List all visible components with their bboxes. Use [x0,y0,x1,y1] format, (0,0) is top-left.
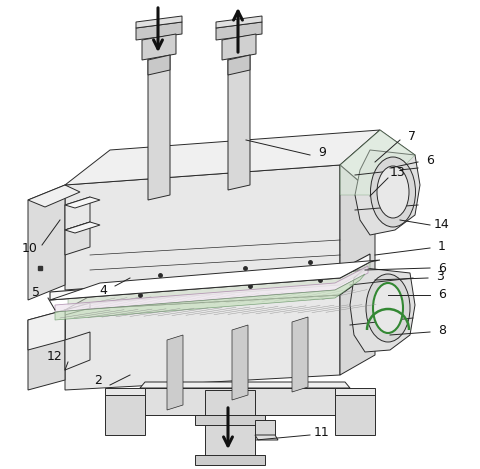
Text: 14: 14 [434,219,450,232]
Text: 5: 5 [32,287,40,300]
Polygon shape [50,254,370,300]
Text: 3: 3 [436,270,444,282]
Polygon shape [148,55,170,75]
Polygon shape [228,25,250,190]
Polygon shape [65,222,90,255]
Polygon shape [55,266,368,312]
Polygon shape [65,165,340,290]
Polygon shape [140,382,350,388]
Polygon shape [340,165,375,270]
Polygon shape [340,130,415,195]
Text: 1: 1 [438,240,446,252]
Polygon shape [136,22,182,40]
Polygon shape [335,388,375,395]
Ellipse shape [366,274,410,342]
Polygon shape [167,335,183,410]
Polygon shape [355,150,420,235]
Polygon shape [205,390,255,460]
Polygon shape [232,325,248,400]
Polygon shape [65,295,340,390]
Text: 12: 12 [47,350,63,363]
Ellipse shape [377,166,409,218]
Text: 7: 7 [408,129,416,143]
Text: 10: 10 [22,242,38,255]
Polygon shape [255,420,275,435]
Text: 4: 4 [99,283,107,296]
Text: 8: 8 [438,324,446,336]
Polygon shape [195,455,265,465]
Polygon shape [216,16,262,28]
Text: 6: 6 [438,288,446,302]
Polygon shape [28,310,65,350]
Polygon shape [335,395,375,435]
Polygon shape [228,55,250,75]
Polygon shape [105,395,145,435]
Polygon shape [195,415,265,425]
Text: 9: 9 [318,145,326,159]
Text: 6: 6 [426,153,434,166]
Polygon shape [340,270,375,375]
Polygon shape [148,25,170,200]
Polygon shape [28,185,65,300]
Polygon shape [65,332,90,370]
Ellipse shape [371,157,416,227]
Text: 6: 6 [438,262,446,274]
Polygon shape [216,22,262,40]
Polygon shape [142,34,176,60]
Polygon shape [65,197,90,230]
Polygon shape [65,303,90,315]
Polygon shape [136,16,182,28]
Polygon shape [340,130,415,195]
Polygon shape [65,222,100,233]
Text: 11: 11 [314,425,330,439]
Polygon shape [65,270,375,310]
Polygon shape [105,388,145,395]
Polygon shape [65,197,100,208]
Polygon shape [28,310,65,390]
Ellipse shape [373,283,403,333]
Polygon shape [28,185,80,207]
Text: 13: 13 [390,166,406,179]
Text: 2: 2 [94,373,102,386]
Polygon shape [255,435,278,440]
Polygon shape [55,274,365,320]
Polygon shape [140,388,350,415]
Polygon shape [292,317,308,392]
Polygon shape [222,34,256,60]
Polygon shape [68,260,370,305]
Polygon shape [350,268,415,352]
Polygon shape [65,130,380,185]
Polygon shape [50,260,380,300]
